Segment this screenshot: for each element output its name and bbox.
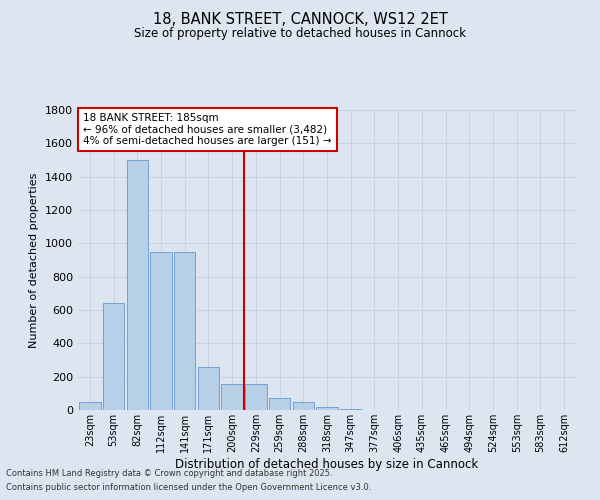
Bar bbox=[269, 398, 290, 410]
Text: Contains public sector information licensed under the Open Government Licence v3: Contains public sector information licen… bbox=[6, 484, 371, 492]
Bar bbox=[293, 402, 314, 410]
Bar bbox=[103, 304, 124, 410]
Text: 18, BANK STREET, CANNOCK, WS12 2ET: 18, BANK STREET, CANNOCK, WS12 2ET bbox=[152, 12, 448, 28]
Text: Size of property relative to detached houses in Cannock: Size of property relative to detached ho… bbox=[134, 28, 466, 40]
Bar bbox=[340, 409, 361, 410]
Bar bbox=[174, 252, 196, 410]
Bar bbox=[198, 366, 219, 410]
Y-axis label: Number of detached properties: Number of detached properties bbox=[29, 172, 40, 348]
Bar bbox=[151, 252, 172, 410]
X-axis label: Distribution of detached houses by size in Cannock: Distribution of detached houses by size … bbox=[175, 458, 479, 470]
Text: Contains HM Land Registry data © Crown copyright and database right 2025.: Contains HM Land Registry data © Crown c… bbox=[6, 468, 332, 477]
Bar bbox=[316, 406, 338, 410]
Bar bbox=[79, 402, 101, 410]
Bar bbox=[127, 160, 148, 410]
Text: 18 BANK STREET: 185sqm
← 96% of detached houses are smaller (3,482)
4% of semi-d: 18 BANK STREET: 185sqm ← 96% of detached… bbox=[83, 113, 331, 146]
Bar bbox=[221, 384, 243, 410]
Bar bbox=[245, 384, 266, 410]
